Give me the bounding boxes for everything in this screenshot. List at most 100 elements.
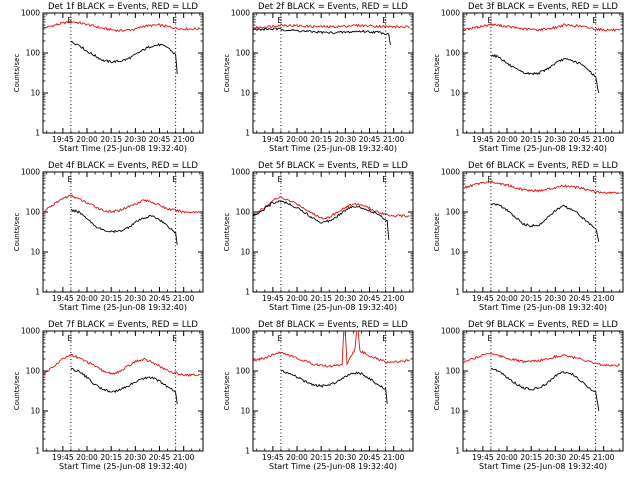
time-marker-label: E: [488, 175, 493, 184]
y-tick-label: 1: [245, 288, 250, 297]
y-tick-label: 1000: [231, 327, 250, 336]
x-tick-label: 21:00: [173, 294, 195, 303]
x-tick-label: 20:30: [335, 135, 357, 144]
chart-title: Det 2f BLACK = Events, RED = LLD: [258, 2, 408, 12]
events-series-line: [490, 203, 600, 242]
y-tick-label: 1000: [21, 168, 40, 177]
time-marker-label: E: [382, 334, 387, 343]
time-marker-label: E: [278, 175, 283, 184]
time-marker-label: E: [68, 175, 73, 184]
y-axis-label: Counts/sec: [13, 54, 21, 93]
time-marker-label: E: [382, 16, 387, 25]
x-tick-label: 20:15: [520, 135, 542, 144]
x-tick-label: 19:45: [262, 294, 284, 303]
y-tick-label: 100: [236, 367, 251, 376]
y-tick-label: 100: [26, 49, 41, 58]
chart-panel: Det 2f BLACK = Events, RED = LLD 1 10 100 10…: [223, 2, 414, 153]
x-tick-label: 21:00: [173, 453, 195, 462]
plot-frame: [42, 330, 204, 452]
time-marker-label: E: [382, 175, 387, 184]
x-tick-label: 20:30: [545, 294, 567, 303]
chart-title: Det 6f BLACK = Events, RED = LLD: [468, 161, 618, 171]
y-axis-label: Counts/sec: [13, 372, 21, 411]
x-tick-label: 20:00: [286, 135, 308, 144]
y-tick-label: 1: [35, 288, 40, 297]
x-tick-label: 19:45: [52, 453, 74, 462]
x-axis-label: Start Time (25-Jun-08 19:32:40): [479, 144, 607, 153]
y-tick-label: 1: [245, 129, 250, 138]
x-tick-label: 20:45: [359, 294, 381, 303]
y-tick-label: 10: [240, 248, 250, 257]
x-axis-label: Start Time (25-Jun-08 19:32:40): [269, 144, 397, 153]
x-tick-label: 20:45: [569, 135, 591, 144]
events-series-line: [490, 53, 600, 94]
chart-panel: Det 8f BLACK = Events, RED = LLD 1 10 100 10…: [223, 320, 414, 471]
chart-panel: Det 6f BLACK = Events, RED = LLD 1 10 100 10…: [433, 161, 624, 312]
chart-title: Det 4f BLACK = Events, RED = LLD: [48, 161, 198, 171]
time-marker-label: E: [172, 16, 177, 25]
lld-series-line: [42, 194, 200, 214]
x-tick-label: 21:00: [593, 135, 615, 144]
events-series-line: [252, 200, 390, 241]
y-tick-label: 1000: [441, 327, 460, 336]
lld-series-line: [42, 19, 201, 33]
x-tick-label: 20:15: [520, 294, 542, 303]
y-tick-label: 10: [30, 89, 40, 98]
x-tick-label: 20:45: [569, 294, 591, 303]
y-tick-label: 1: [455, 129, 460, 138]
chart-title: Det 1f BLACK = Events, RED = LLD: [48, 2, 198, 12]
y-axis-label: Counts/sec: [433, 213, 441, 252]
x-tick-label: 19:45: [472, 453, 494, 462]
x-tick-label: 20:00: [496, 294, 518, 303]
x-tick-label: 20:45: [359, 135, 381, 144]
x-tick-label: 20:15: [520, 453, 542, 462]
x-tick-label: 20:30: [125, 135, 147, 144]
y-tick-label: 1: [455, 447, 460, 456]
x-tick-label: 21:00: [593, 294, 615, 303]
x-tick-label: 20:15: [310, 135, 332, 144]
chart-title: Det 5f BLACK = Events, RED = LLD: [258, 161, 408, 171]
time-marker-label: E: [592, 175, 597, 184]
y-tick-label: 1: [35, 129, 40, 138]
lld-series-line: [462, 180, 620, 195]
x-tick-label: 20:45: [359, 453, 381, 462]
lld-series-line: [252, 330, 411, 368]
chart-panel: Det 9f BLACK = Events, RED = LLD 1 10 100 10…: [433, 320, 624, 471]
plot-frame: [252, 12, 414, 134]
y-tick-label: 10: [30, 248, 40, 257]
y-tick-label: 10: [450, 89, 460, 98]
y-tick-label: 1000: [21, 327, 40, 336]
chart-panel: Det 5f BLACK = Events, RED = LLD 1 10 100 10…: [223, 161, 414, 312]
x-tick-label: 20:00: [286, 294, 308, 303]
y-tick-label: 100: [446, 49, 461, 58]
events-series-line: [70, 40, 178, 74]
y-axis-label: Counts/sec: [223, 54, 231, 93]
lld-series-line: [42, 353, 200, 377]
time-marker-label: E: [68, 16, 73, 25]
y-tick-label: 100: [446, 367, 461, 376]
y-tick-label: 100: [26, 367, 41, 376]
y-tick-label: 100: [446, 208, 461, 217]
y-tick-label: 10: [240, 89, 250, 98]
x-tick-label: 20:30: [335, 453, 357, 462]
y-tick-label: 1000: [441, 9, 460, 18]
y-tick-label: 1000: [231, 9, 250, 18]
x-axis-label: Start Time (25-Jun-08 19:32:40): [59, 144, 187, 153]
x-tick-label: 20:15: [310, 453, 332, 462]
x-tick-label: 21:00: [383, 294, 405, 303]
x-tick-label: 20:30: [125, 294, 147, 303]
chart-panel: Det 7f BLACK = Events, RED = LLD 1 10 100 10…: [13, 320, 204, 471]
chart-title: Det 9f BLACK = Events, RED = LLD: [468, 320, 618, 330]
x-tick-label: 20:45: [149, 453, 171, 462]
y-tick-label: 1: [245, 447, 250, 456]
x-tick-label: 21:00: [593, 453, 615, 462]
plot-frame: [252, 171, 414, 293]
x-axis-label: Start Time (25-Jun-08 19:32:40): [269, 462, 397, 471]
y-axis-label: Counts/sec: [13, 213, 21, 252]
y-axis-label: Counts/sec: [433, 372, 441, 411]
x-tick-label: 21:00: [173, 135, 195, 144]
chart-panel: Det 1f BLACK = Events, RED = LLD 1 10 100 10…: [13, 2, 204, 153]
x-tick-label: 21:00: [383, 135, 405, 144]
time-marker-label: E: [278, 334, 283, 343]
time-marker-label: E: [68, 334, 73, 343]
